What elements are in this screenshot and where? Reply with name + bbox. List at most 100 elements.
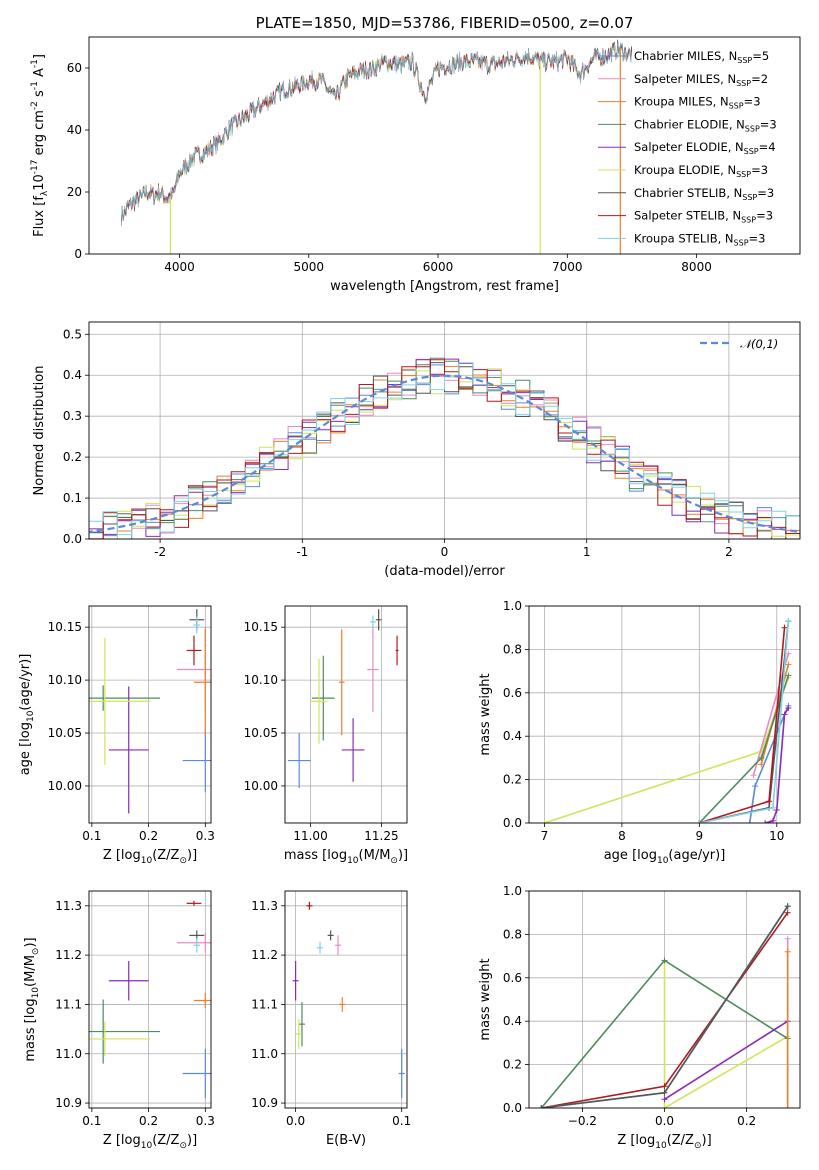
errorbar-point — [327, 930, 334, 941]
errorbar-point — [89, 1021, 151, 1057]
x-tick-label: 8 — [618, 829, 626, 843]
y-tick-label: 10.05 — [48, 726, 82, 740]
y-tick-label: 11.3 — [55, 899, 82, 913]
spectrum-line — [121, 42, 632, 225]
y-axis-label: age [log10​(age/yr)] — [18, 654, 36, 776]
plot-area — [89, 900, 211, 1099]
errorbar-point — [108, 961, 149, 1001]
x-tick-label: 0.1 — [82, 1114, 101, 1128]
x-tick-label: -2 — [154, 545, 166, 559]
y-tick-label: 10.00 — [48, 779, 82, 793]
x-tick-label: 10 — [769, 829, 784, 843]
legend-nssp: 3 — [758, 231, 765, 245]
legend-nssp: 3 — [767, 186, 774, 200]
legend-model-name: Salpeter MILES — [634, 72, 720, 86]
x-tick-label: 6000 — [423, 260, 454, 274]
y-tick-label: 11.0 — [55, 1047, 82, 1061]
y-tick-label: 0.5 — [63, 327, 82, 341]
axes-frame — [88, 36, 801, 255]
weight-line — [699, 621, 790, 823]
histogram-step — [89, 362, 800, 539]
plot-area — [89, 609, 211, 814]
errorbar-point — [182, 1048, 211, 1099]
y-tick-label: 0.6 — [503, 686, 522, 700]
plot-area — [89, 357, 800, 539]
weight-line — [544, 677, 790, 823]
mass-vs-ebv-panel: 0.0 0.1 10.9 11.0 11.1 11.2 11.3 E(B-V) — [251, 890, 411, 1148]
legend-model-name: Kroupa MILES — [634, 95, 713, 109]
legend-entry: Chabrier ELODIE, NSSP=3 — [634, 117, 777, 133]
y-axis-label: Flux [fλ​10-17​ erg cm-2​ s-1​ A-1​] — [30, 54, 50, 237]
y-tick-label: 10.9 — [55, 1096, 82, 1110]
errorbar-point — [89, 685, 160, 711]
x-axis-label: E(B-V) — [326, 1133, 366, 1148]
x-tick-label: 9 — [696, 829, 704, 843]
errorbar-point — [310, 658, 328, 744]
normal-curve — [89, 374, 800, 533]
x-tick-label: -1 — [296, 545, 308, 559]
y-tick-label: 0.2 — [503, 1058, 522, 1072]
errorbar-point — [311, 655, 335, 741]
errorbar-point — [295, 1019, 302, 1049]
x-tick-label: 0 — [441, 545, 449, 559]
errorbar-point — [193, 993, 211, 1008]
legend-entry: Salpeter MILES, NSSP=2 — [634, 72, 768, 88]
x-tick-label: 7000 — [552, 260, 583, 274]
errorbar-point — [370, 615, 376, 629]
x-axis-label: (data-model)/error — [384, 564, 505, 579]
x-tick-label: 5000 — [293, 260, 324, 274]
legend-nssp: 3 — [769, 117, 776, 131]
x-tick-label: 0.3 — [196, 829, 215, 843]
y-tick-label: 0.4 — [63, 368, 82, 382]
y-tick-label: 0.4 — [503, 729, 522, 743]
y-tick-label: 1.0 — [503, 884, 522, 898]
axes-frame — [284, 890, 408, 1109]
x-tick-label: 0.2 — [139, 829, 158, 843]
y-tick-label: 20 — [67, 185, 82, 199]
errorbar-point — [398, 1048, 405, 1099]
y-tick-label: 1.0 — [503, 599, 522, 613]
plot-area — [541, 618, 792, 823]
legend-model-name: Salpeter ELODIE — [634, 140, 728, 154]
y-tick-label: 0.1 — [63, 491, 82, 505]
axes-frame — [88, 890, 212, 1109]
errorbar-point — [186, 900, 202, 906]
x-axis-label: age [log10​(age/yr)] — [604, 848, 726, 866]
errorbar-point — [306, 901, 313, 910]
y-tick-label: 10.9 — [251, 1096, 278, 1110]
histogram-step — [89, 359, 800, 539]
x-tick-label: 0.0 — [286, 1114, 305, 1128]
weight-line — [663, 960, 789, 1108]
errorbar-point — [193, 937, 201, 953]
legend-nssp: 3 — [761, 163, 768, 177]
y-tick-label: 10.10 — [244, 673, 278, 687]
legend-nssp: 3 — [766, 209, 773, 223]
legend-entry: Kroupa ELODIE, NSSP=3 — [634, 163, 768, 179]
legend-model-name: Kroupa ELODIE — [634, 163, 720, 177]
y-tick-label: 0.2 — [63, 450, 82, 464]
errorbar-point — [339, 997, 346, 1012]
errorbar-point — [338, 629, 345, 736]
plot-area — [538, 903, 791, 1108]
x-tick-label: 8000 — [681, 260, 712, 274]
legend-entry: Salpeter ELODIE, NSSP=4 — [634, 140, 776, 156]
age-vs-mass-panel: 11.00 11.25 10.00 10.05 10.10 10.15 mass [log1… — [244, 605, 408, 866]
y-tick-label: 10.15 — [48, 620, 82, 634]
legend-entry: Chabrier MILES, NSSP=5 — [634, 49, 769, 65]
axes-frame — [528, 605, 801, 824]
errorbar-point — [341, 718, 365, 782]
legend-model-name: Salpeter STELIB — [634, 209, 725, 223]
legend-nssp: 4 — [768, 140, 775, 154]
spectrum-panel: 4000 5000 6000 7000 8000 0 20 40 60 wavelength [A… — [30, 14, 801, 294]
x-tick-label: 0.1 — [392, 1114, 411, 1128]
legend-nssp: 3 — [753, 95, 760, 109]
y-tick-label: 0.8 — [503, 927, 522, 941]
plot-area — [121, 39, 632, 254]
x-tick-label: 11.00 — [293, 829, 327, 843]
y-tick-label: 10.15 — [244, 620, 278, 634]
y-tick-label: 11.1 — [55, 997, 82, 1011]
y-tick-label: 60 — [67, 61, 82, 75]
weight-line — [664, 1020, 789, 1100]
x-tick-label: 0.1 — [82, 829, 101, 843]
